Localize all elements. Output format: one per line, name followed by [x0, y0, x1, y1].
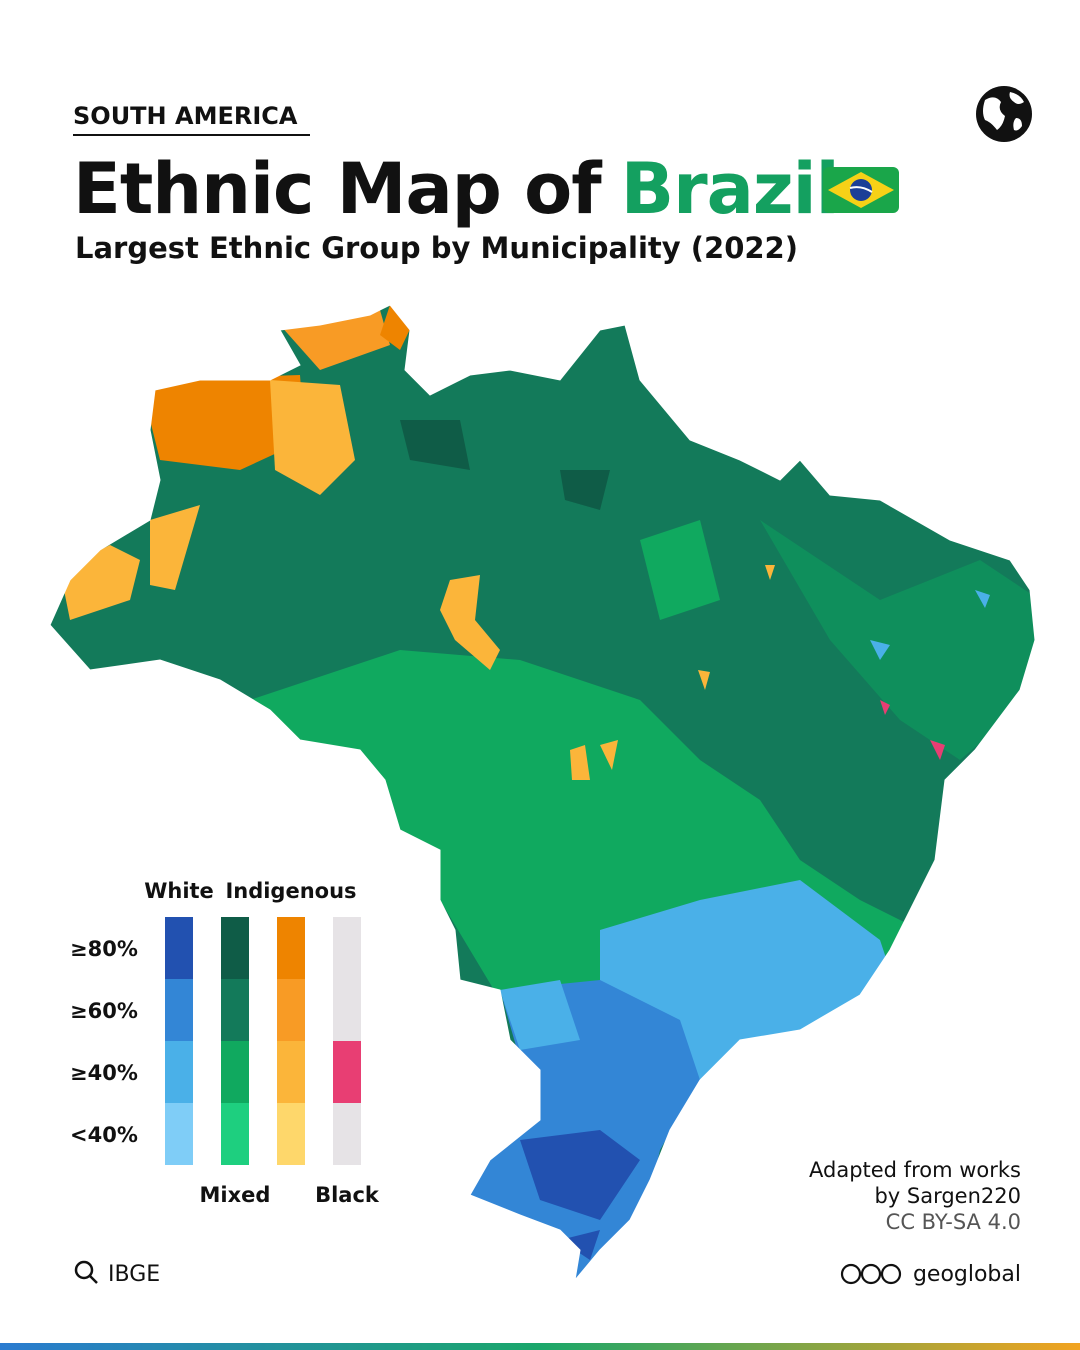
legend-swatch — [333, 1041, 361, 1103]
credit-line: Adapted from works — [809, 1158, 1021, 1182]
flag — [823, 167, 899, 213]
cc-icons — [840, 1263, 902, 1285]
title-highlight: Brazil — [621, 148, 839, 230]
legend-group-label: White — [144, 879, 214, 903]
legend-group-label: Indigenous — [225, 879, 356, 903]
legend-swatch — [221, 1041, 249, 1103]
legend: ≥80% ≥60% ≥40% <40% White Mixed Indigenous Blac… — [70, 879, 380, 1207]
legend-swatch — [165, 917, 193, 979]
legend-group-label: Black — [315, 1183, 380, 1207]
legend-swatch — [165, 1103, 193, 1165]
legend-swatch — [221, 917, 249, 979]
subtitle: Largest Ethnic Group by Municipality (20… — [75, 231, 798, 265]
legend-threshold: ≥60% — [70, 999, 138, 1023]
legend-swatch — [221, 979, 249, 1041]
credit-license: CC BY-SA 4.0 — [886, 1210, 1021, 1234]
bottom-bar — [0, 1343, 1080, 1350]
legend-threshold: ≥80% — [70, 937, 138, 961]
legend-group-label: Mixed — [200, 1183, 271, 1207]
legend-swatch — [221, 1103, 249, 1165]
kicker-underline — [73, 134, 310, 136]
brand: geoglobal — [913, 1262, 1021, 1287]
legend-swatch — [165, 979, 193, 1041]
credit-line: by Sargen220 — [874, 1184, 1021, 1208]
legend-swatch — [165, 1041, 193, 1103]
kicker: SOUTH AMERICA — [73, 102, 298, 130]
legend-swatch — [277, 1103, 305, 1165]
legend-swatch — [277, 1041, 305, 1103]
legend-threshold: ≥40% — [70, 1061, 138, 1085]
search-icon — [74, 1260, 98, 1284]
source: IBGE — [108, 1262, 160, 1287]
legend-swatch — [277, 979, 305, 1041]
title: Ethnic Map of Brazil — [73, 148, 839, 230]
title-text: Ethnic Map of — [73, 148, 603, 230]
legend-swatch — [277, 917, 305, 979]
legend-threshold: <40% — [70, 1123, 138, 1147]
globe-icon — [976, 86, 1032, 142]
